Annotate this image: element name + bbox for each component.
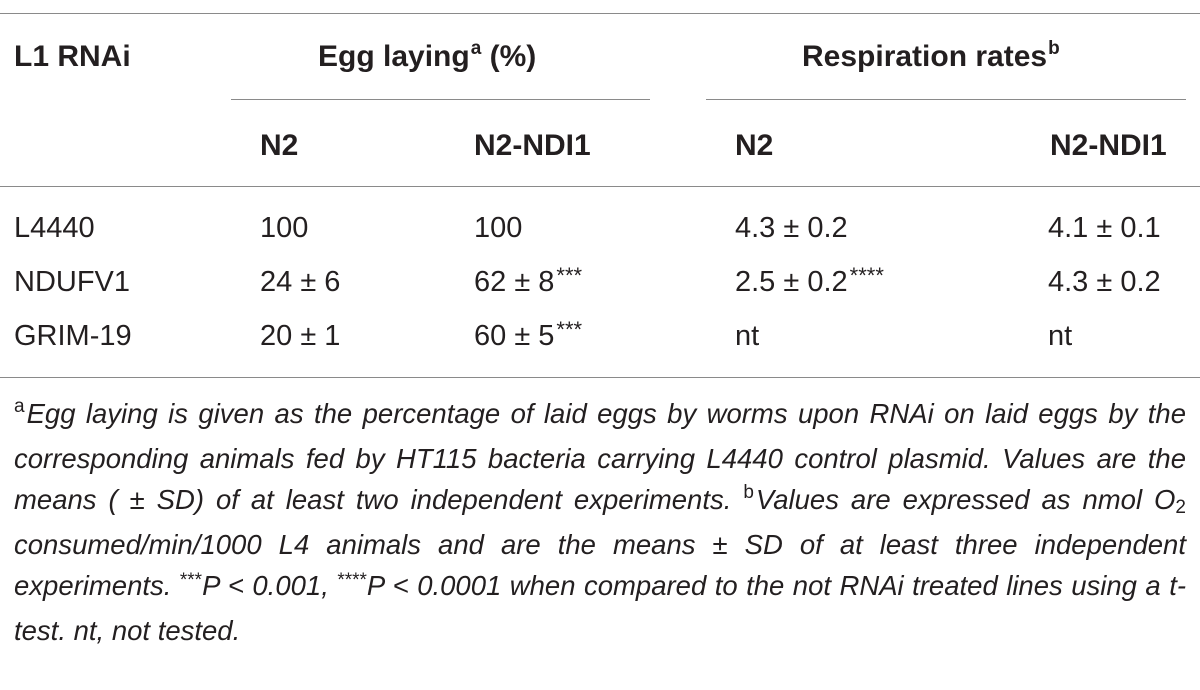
footnote-a-mark: a: [14, 396, 25, 417]
value-text: nt: [735, 320, 760, 352]
significance-mark: ***: [556, 317, 583, 342]
subcol-egg-n2-ndi1: N2-NDI1: [474, 129, 591, 162]
value-text: 4.3 ± 0.2: [735, 212, 848, 244]
egg-laying-unit: (%): [481, 40, 537, 73]
o2-subscript: 2: [1175, 497, 1186, 518]
respiration-group-rule: [706, 99, 1186, 100]
footnote-b-text: Values are expressed as nmol O: [755, 484, 1176, 515]
egg-n2-ndi1-value: 62 ± 8***: [474, 265, 582, 298]
footnote-b-text-cont: consumed/min/1000 L4 animals and are the…: [14, 529, 1186, 601]
respiration-header: Respiration ratesb: [802, 39, 1060, 73]
footnote-b-mark: b: [743, 482, 754, 503]
significance-note-mark-2: ****: [337, 570, 367, 591]
egg-laying-group-rule: [231, 99, 650, 100]
egg-n2-value: 100: [260, 212, 309, 244]
egg-n2-value: 24 ± 6: [260, 266, 341, 298]
egg-n2-value: 20 ± 1: [260, 320, 341, 352]
significance-mark: ****: [849, 263, 884, 288]
resp-n2-ndi1-value: 4.1 ± 0.1: [1048, 212, 1161, 244]
footnote-a-text: Egg laying is given as the percentage of…: [14, 398, 1186, 515]
row-label: L4440: [14, 212, 95, 244]
significance-mark: ***: [556, 263, 583, 288]
value-text: 62 ± 8: [474, 266, 555, 298]
significance-note-text-1: P < 0.001,: [202, 570, 338, 601]
value-text: 100: [474, 212, 523, 244]
table-top-rule: [0, 13, 1200, 14]
table-footnotes: aEgg laying is given as the percentage o…: [14, 393, 1186, 651]
respiration-footnote-mark: b: [1048, 38, 1060, 59]
resp-n2-value: 4.3 ± 0.2: [735, 214, 850, 243]
value-text: 2.5 ± 0.2: [735, 266, 848, 298]
egg-laying-label: Egg laying: [318, 40, 470, 73]
egg-n2-ndi1-value: 60 ± 5***: [474, 319, 582, 352]
row-label: GRIM-19: [14, 320, 132, 352]
row-label-header: L1 RNAi: [14, 40, 131, 73]
resp-n2-ndi1-value: nt: [1048, 320, 1073, 352]
significance-note-mark-1: ***: [179, 570, 203, 591]
resp-n2-value: nt: [735, 322, 761, 351]
header-bottom-rule: [0, 186, 1200, 187]
subcol-egg-n2: N2: [260, 129, 299, 162]
egg-laying-footnote-mark: a: [470, 38, 482, 59]
subcol-resp-n2-ndi1: N2-NDI1: [1050, 129, 1167, 162]
significance-note-text-2: P < 0.0001 when compared to the not RNAi…: [14, 570, 1186, 646]
egg-laying-header: Egg layinga (%): [318, 39, 537, 73]
value-text: 60 ± 5: [474, 320, 555, 352]
resp-n2-value: 2.5 ± 0.2****: [735, 265, 884, 298]
respiration-label: Respiration rates: [802, 40, 1048, 73]
table-bottom-rule: [0, 377, 1200, 378]
resp-n2-ndi1-value: 4.3 ± 0.2: [1048, 266, 1161, 298]
subcol-resp-n2: N2: [735, 129, 774, 162]
row-label: NDUFV1: [14, 266, 131, 298]
egg-n2-ndi1-value: 100: [474, 214, 524, 243]
